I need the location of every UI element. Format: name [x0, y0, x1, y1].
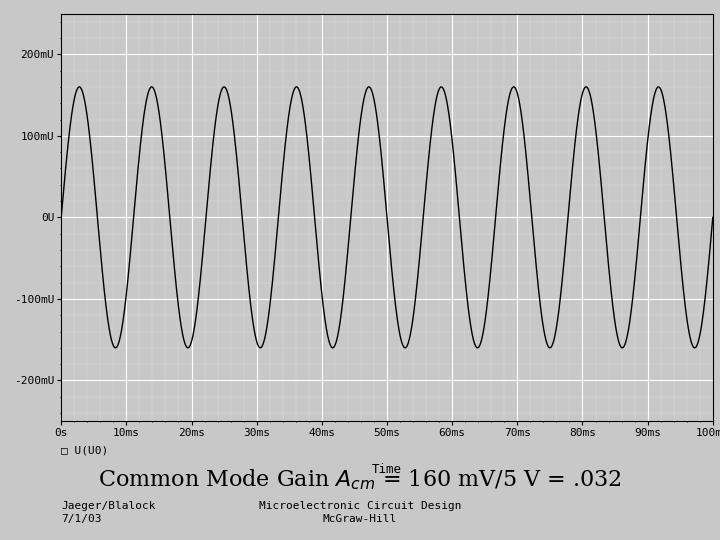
- Text: Microelectronic Circuit Design: Microelectronic Circuit Design: [258, 501, 462, 511]
- Text: Jaeger/Blalock: Jaeger/Blalock: [61, 501, 156, 511]
- Text: □ U(U0): □ U(U0): [61, 446, 109, 456]
- Text: McGraw-Hill: McGraw-Hill: [323, 514, 397, 524]
- Text: Common Mode Gain $A_{cm}$ = 160 mV/5 V = .032: Common Mode Gain $A_{cm}$ = 160 mV/5 V =…: [98, 467, 622, 492]
- Text: 7/1/03: 7/1/03: [61, 514, 102, 524]
- X-axis label: Time: Time: [372, 463, 402, 476]
